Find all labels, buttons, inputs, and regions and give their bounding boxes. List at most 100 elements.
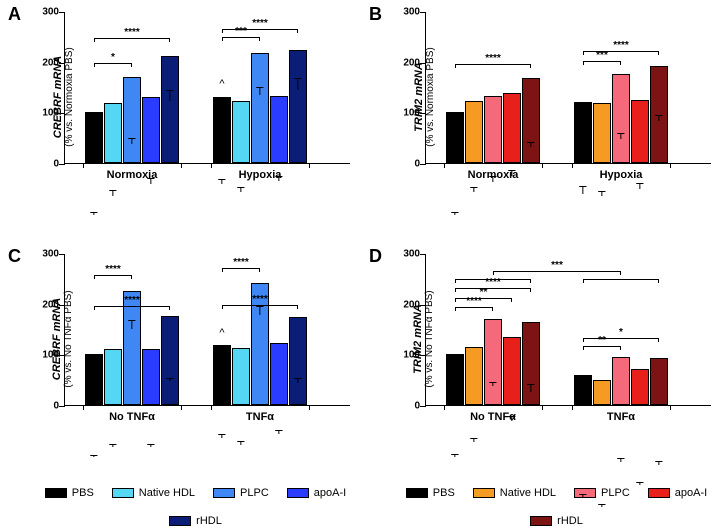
x-tick: [83, 405, 84, 410]
legend-label: PBS: [433, 487, 455, 499]
y-tick: [59, 164, 65, 165]
error-bar: [169, 90, 170, 101]
legend-item: Native HDL: [473, 487, 556, 499]
x-group-label: Normoxia: [107, 169, 158, 181]
bar: [85, 354, 103, 405]
error-bar: [639, 482, 640, 485]
error-bar: [492, 382, 493, 386]
bar: [484, 96, 502, 163]
legend-item: PLPC: [213, 487, 269, 499]
x-tick: [444, 163, 445, 168]
bar: [104, 103, 122, 163]
error-bar: [240, 441, 241, 444]
y-tick: [420, 113, 426, 114]
bar: [142, 349, 160, 405]
x-tick: [670, 405, 671, 410]
bar: [251, 53, 269, 163]
sig-bracket: [94, 275, 132, 279]
error-bar: [582, 186, 583, 194]
bar: [574, 102, 592, 163]
error-bar: [93, 212, 94, 215]
sig-bracket: [222, 37, 260, 41]
bar: [650, 66, 668, 163]
legend-label: Native HDL: [139, 487, 195, 499]
legend-label: PLPC: [240, 487, 269, 499]
y-tick-label: 0: [33, 159, 59, 170]
y-tick: [420, 305, 426, 306]
plot-area: 0100200300NormoxiaHypoxia***********: [425, 12, 711, 164]
legend-swatch: [213, 488, 235, 498]
error-bar: [530, 384, 531, 392]
x-group-label: Hypoxia: [239, 169, 282, 181]
x-group-label: TNFα: [246, 411, 274, 423]
y-tick-label: 300: [33, 7, 59, 18]
y-tick-label: 300: [33, 249, 59, 260]
x-tick: [181, 405, 182, 410]
bar: [593, 103, 611, 163]
panel-letter: D: [369, 246, 382, 267]
error-bar: [473, 187, 474, 192]
x-tick: [572, 405, 573, 410]
error-bar: [169, 378, 170, 381]
legend-item: rHDL: [530, 515, 583, 527]
x-group-label: Hypoxia: [600, 169, 643, 181]
y-tick: [420, 254, 426, 255]
sig-label: ***: [551, 260, 563, 271]
legend-swatch: [473, 488, 495, 498]
legend-item: Native HDL: [112, 487, 195, 499]
error-bar: [639, 183, 640, 189]
legend-item: PBS: [45, 487, 94, 499]
figure: A CREBRF mRNA(% vs. Normoxia PBS)0100200…: [0, 0, 722, 528]
bar: [161, 56, 179, 163]
bar: [631, 369, 649, 405]
error-bar: [112, 190, 113, 196]
y-tick-label: 100: [33, 108, 59, 119]
x-tick: [444, 405, 445, 410]
error-bar: [278, 430, 279, 434]
bar: [465, 347, 483, 405]
x-tick: [542, 163, 543, 168]
error-bar: [658, 115, 659, 121]
bar: [465, 101, 483, 163]
error-bar: [658, 461, 659, 465]
panel-letter: A: [8, 4, 21, 25]
y-tick: [59, 254, 65, 255]
legend-label: PLPC: [601, 487, 630, 499]
sig-label: ****: [613, 40, 629, 51]
y-tick-label: 100: [394, 108, 420, 119]
legend-swatch: [45, 488, 67, 498]
legend-swatch: [169, 516, 191, 526]
bar: [612, 74, 630, 163]
sig-bracket: [222, 305, 298, 309]
bar: [522, 322, 540, 405]
y-tick-label: 0: [394, 159, 420, 170]
y-tick-label: 0: [33, 401, 59, 412]
sig-bracket: [94, 38, 170, 42]
sig-bracket: [583, 279, 659, 283]
bar: [213, 345, 231, 405]
legend-item: apoA-I: [287, 487, 346, 499]
panel-c: C CREBRF mRNA(% vs. No TNFα PBS)01002003…: [0, 242, 361, 484]
x-tick: [572, 163, 573, 168]
bar: [289, 317, 307, 405]
sig-bracket: [222, 268, 260, 272]
y-tick: [59, 406, 65, 407]
bar: [503, 93, 521, 163]
error-bar: [582, 494, 583, 497]
bar: [522, 78, 540, 163]
legend-swatch: [574, 488, 596, 498]
error-bar: [112, 444, 113, 447]
sig-bracket: [455, 307, 493, 311]
y-tick: [59, 12, 65, 13]
panel-d: D TRIM2 mRNA(% vs. No TNFα PBS)010020030…: [361, 242, 722, 484]
panel-letter: B: [369, 4, 382, 25]
y-tick-label: 200: [33, 57, 59, 68]
plot: TRIM2 mRNA(% vs. No TNFα PBS)0100200300N…: [425, 254, 711, 424]
plot: TRIM2 mRNA(% vs. Normoxia PBS)0100200300…: [425, 12, 711, 182]
bar: [612, 357, 630, 405]
sig-bracket: [583, 61, 621, 65]
error-bar: [601, 504, 602, 507]
sig-bracket: [455, 64, 531, 68]
x-tick: [181, 163, 182, 168]
error-bar: [240, 187, 241, 192]
